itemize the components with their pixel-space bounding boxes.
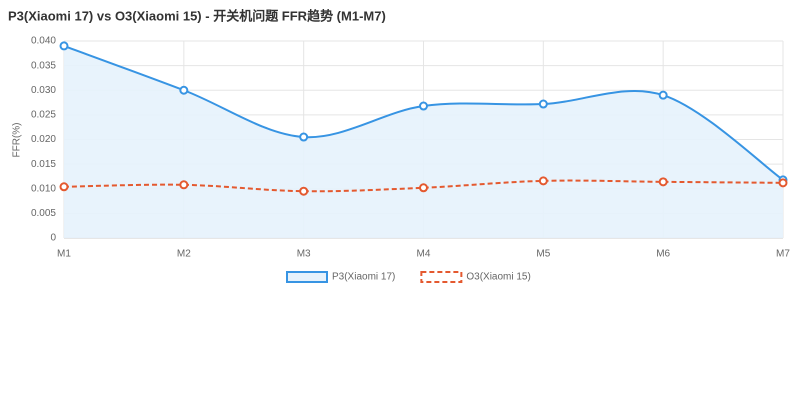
x-tick-label: M2 [177,249,191,260]
y-tick-label: 0 [50,233,56,244]
point [538,99,548,109]
x-tick-label: M1 [57,249,71,260]
y-tick-label: 0.005 [31,208,56,219]
legend-swatch [286,271,328,283]
y-tick-label: 0.020 [31,134,56,145]
legend-swatch [420,271,463,283]
point [299,186,309,196]
area [64,45,783,238]
x-tick-label: M7 [776,249,790,260]
x-tick-label: M5 [536,249,550,260]
point [778,178,788,188]
y-tick-label: 0.010 [31,183,56,194]
y-tick-label: 0.040 [31,36,56,47]
y-tick-label: 0.025 [31,110,56,121]
point [419,101,428,111]
legend-label: O3(Xiaomi 15) [466,272,530,283]
point [179,85,189,95]
point [59,41,69,51]
chart-title: P3(Xiaomi 17) vs O3(Xiaomi 15) - 开关机问题 F… [8,8,386,23]
y-tick-label: 0.015 [31,159,56,170]
x-tick-label: M6 [656,249,670,260]
legend-label: P3(Xiaomi 17) [332,272,395,283]
y-axis-label: FFR(%) [12,123,23,158]
point [658,177,668,187]
point [419,183,428,193]
y-tick-label: 0.035 [31,60,56,71]
point [658,90,668,100]
point [538,176,548,186]
point [59,182,69,192]
point [299,132,309,142]
x-tick-label: M3 [297,249,311,260]
x-tick-label: M4 [417,249,431,260]
y-tick-label: 0.030 [31,85,56,96]
point [179,180,189,190]
